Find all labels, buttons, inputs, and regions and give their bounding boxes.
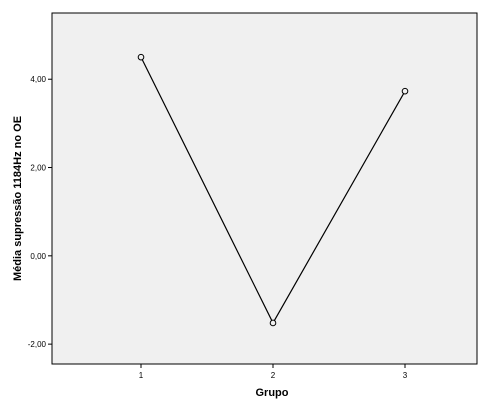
data-point (137, 53, 145, 61)
x-axis-title: Grupo (256, 387, 289, 399)
x-tick-label: 3 (403, 371, 408, 380)
x-tick-label: 2 (271, 371, 276, 380)
y-axis-title: Média supressão 1184Hz no OE (12, 116, 24, 281)
y-tick-label: 4,00 (30, 75, 46, 84)
y-tick-label: 2,00 (30, 164, 46, 173)
y-tick-label: 0,00 (30, 252, 46, 261)
y-tick-label: -2,00 (28, 340, 47, 349)
x-axis-ticks: 1 2 3 (139, 364, 408, 380)
x-tick-label: 1 (139, 371, 144, 380)
data-points (137, 53, 409, 327)
data-point (401, 87, 409, 95)
data-point (269, 319, 277, 327)
y-axis-ticks: -2,00 0,00 2,00 4,00 (28, 75, 52, 349)
plot-area (51, 12, 478, 365)
